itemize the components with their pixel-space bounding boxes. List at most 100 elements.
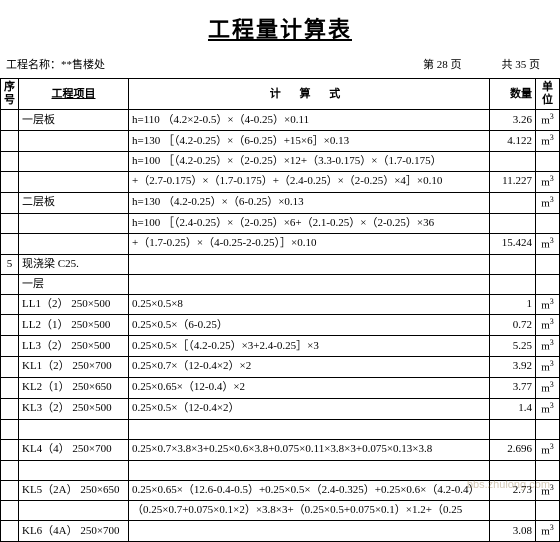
cell-qty — [490, 152, 536, 172]
cell-unit: m3 — [536, 172, 560, 193]
cell-qty: 5.25 — [490, 336, 536, 357]
table-row: （0.25×0.7+0.075×0.1×2）×3.8×3+（0.25×0.5+0… — [1, 501, 560, 521]
cell-unit — [536, 254, 560, 274]
cell-formula — [129, 419, 490, 439]
page-total: 共 35 页 — [502, 56, 541, 72]
cell-seq — [1, 521, 19, 542]
cell-seq — [1, 336, 19, 357]
table-body: 一层板h=110 （4.2×2-0.5）×（4-0.25）×0.113.26m3… — [1, 110, 560, 542]
cell-qty: 4.122 — [490, 131, 536, 152]
cell-formula: 0.25×0.5×8 — [129, 294, 490, 315]
table-row: KL5（2A） 250×6500.25×0.65×（12.6-0.4-0.5）+… — [1, 480, 560, 501]
cell-qty: 1.4 — [490, 398, 536, 419]
cell-qty: 3.08 — [490, 521, 536, 542]
cell-item: KL1（2） 250×700 — [19, 357, 129, 378]
cell-formula: 0.25×0.5×（6-0.25） — [129, 315, 490, 336]
cell-qty: 1 — [490, 294, 536, 315]
table-row — [1, 419, 560, 439]
cell-unit: m3 — [536, 521, 560, 542]
project-name: 工程名称：**售楼处 — [6, 56, 423, 72]
cell-unit — [536, 274, 560, 294]
cell-unit — [536, 152, 560, 172]
cell-qty: 11.227 — [490, 172, 536, 193]
cell-formula — [129, 460, 490, 480]
cell-qty — [490, 419, 536, 439]
qty-table: 序号 工程项目 计 算 式 数量 单位 一层板h=110 （4.2×2-0.5）… — [0, 78, 560, 542]
cell-item — [19, 213, 129, 233]
cell-qty: 3.92 — [490, 357, 536, 378]
col-unit-header: 单位 — [536, 79, 560, 110]
cell-formula: 0.25×0.7×（12-0.4×2）×2 — [129, 357, 490, 378]
cell-unit: m3 — [536, 192, 560, 213]
cell-item — [19, 152, 129, 172]
cell-seq: 5 — [1, 254, 19, 274]
col-item-header: 工程项目 — [19, 79, 129, 110]
cell-formula: （0.25×0.7+0.075×0.1×2）×3.8×3+（0.25×0.5+0… — [129, 501, 490, 521]
cell-qty — [490, 501, 536, 521]
table-row: LL3（2） 250×5000.25×0.5×［（4.2-0.25）×3+2.4… — [1, 336, 560, 357]
col-qty-header: 数量 — [490, 79, 536, 110]
cell-unit: m3 — [536, 357, 560, 378]
cell-formula: 0.25×0.5×（12-0.4×2） — [129, 398, 490, 419]
cell-seq — [1, 357, 19, 378]
cell-unit — [536, 419, 560, 439]
cell-formula — [129, 254, 490, 274]
cell-seq — [1, 152, 19, 172]
cell-formula: h=130 ［（4.2-0.25）×（6-0.25）+15×6］×0.13 — [129, 131, 490, 152]
page-title: 工程量计算表 — [0, 0, 560, 52]
cell-formula: h=110 （4.2×2-0.5）×（4-0.25）×0.11 — [129, 110, 490, 131]
table-row: 一层 — [1, 274, 560, 294]
cell-unit: m3 — [536, 110, 560, 131]
table-row: h=100 ［（2.4-0.25）×（2-0.25）×6+（2.1-0.25）×… — [1, 213, 560, 233]
cell-qty: 3.26 — [490, 110, 536, 131]
cell-seq — [1, 294, 19, 315]
cell-unit — [536, 501, 560, 521]
cell-seq — [1, 480, 19, 501]
cell-item: LL1（2） 250×500 — [19, 294, 129, 315]
cell-unit: m3 — [536, 336, 560, 357]
table-row: 5现浇梁 C25. — [1, 254, 560, 274]
cell-item: 二层板 — [19, 192, 129, 213]
table-row: 一层板h=110 （4.2×2-0.5）×（4-0.25）×0.113.26m3 — [1, 110, 560, 131]
cell-qty — [490, 192, 536, 213]
subtitle-row: 工程名称：**售楼处 第 28 页 共 35 页 — [0, 52, 560, 78]
cell-unit: m3 — [536, 315, 560, 336]
cell-unit: m3 — [536, 377, 560, 398]
cell-item: KL5（2A） 250×650 — [19, 480, 129, 501]
cell-seq — [1, 213, 19, 233]
cell-formula: +（2.7-0.175）×（1.7-0.175）+（2.4-0.25）×（2-0… — [129, 172, 490, 193]
cell-seq — [1, 439, 19, 460]
cell-seq — [1, 110, 19, 131]
cell-unit — [536, 213, 560, 233]
table-row: +（2.7-0.175）×（1.7-0.175）+（2.4-0.25）×（2-0… — [1, 172, 560, 193]
cell-item: KL6（4A） 250×700 — [19, 521, 129, 542]
cell-formula: 0.25×0.65×（12-0.4）×2 — [129, 377, 490, 398]
cell-seq — [1, 398, 19, 419]
cell-unit: m3 — [536, 233, 560, 254]
cell-item — [19, 233, 129, 254]
cell-unit — [536, 460, 560, 480]
cell-qty: 3.77 — [490, 377, 536, 398]
table-row — [1, 460, 560, 480]
table-row: KL1（2） 250×7000.25×0.7×（12-0.4×2）×23.92m… — [1, 357, 560, 378]
cell-seq — [1, 419, 19, 439]
cell-qty: 2.696 — [490, 439, 536, 460]
table-row: KL2（1） 250×6500.25×0.65×（12-0.4）×23.77m3 — [1, 377, 560, 398]
table-row: h=130 ［（4.2-0.25）×（6-0.25）+15×6］×0.134.1… — [1, 131, 560, 152]
cell-seq — [1, 131, 19, 152]
cell-item — [19, 460, 129, 480]
cell-item — [19, 131, 129, 152]
cell-seq — [1, 460, 19, 480]
table-row: KL6（4A） 250×700 3.08m3 — [1, 521, 560, 542]
cell-item: KL2（1） 250×650 — [19, 377, 129, 398]
cell-formula: h=100 ［（2.4-0.25）×（2-0.25）×6+（2.1-0.25）×… — [129, 213, 490, 233]
table-row: h=100 ［（4.2-0.25）×（2-0.25）×12+（3.3-0.175… — [1, 152, 560, 172]
table-row: KL3（2） 250×5000.25×0.5×（12-0.4×2）1.4m3 — [1, 398, 560, 419]
cell-unit: m3 — [536, 480, 560, 501]
cell-item: 一层 — [19, 274, 129, 294]
cell-qty: 15.424 — [490, 233, 536, 254]
cell-item: LL2（1） 250×500 — [19, 315, 129, 336]
table-row: KL4（4） 250×7000.25×0.7×3.8×3+0.25×0.6×3.… — [1, 439, 560, 460]
cell-seq — [1, 172, 19, 193]
cell-item: 现浇梁 C25. — [19, 254, 129, 274]
